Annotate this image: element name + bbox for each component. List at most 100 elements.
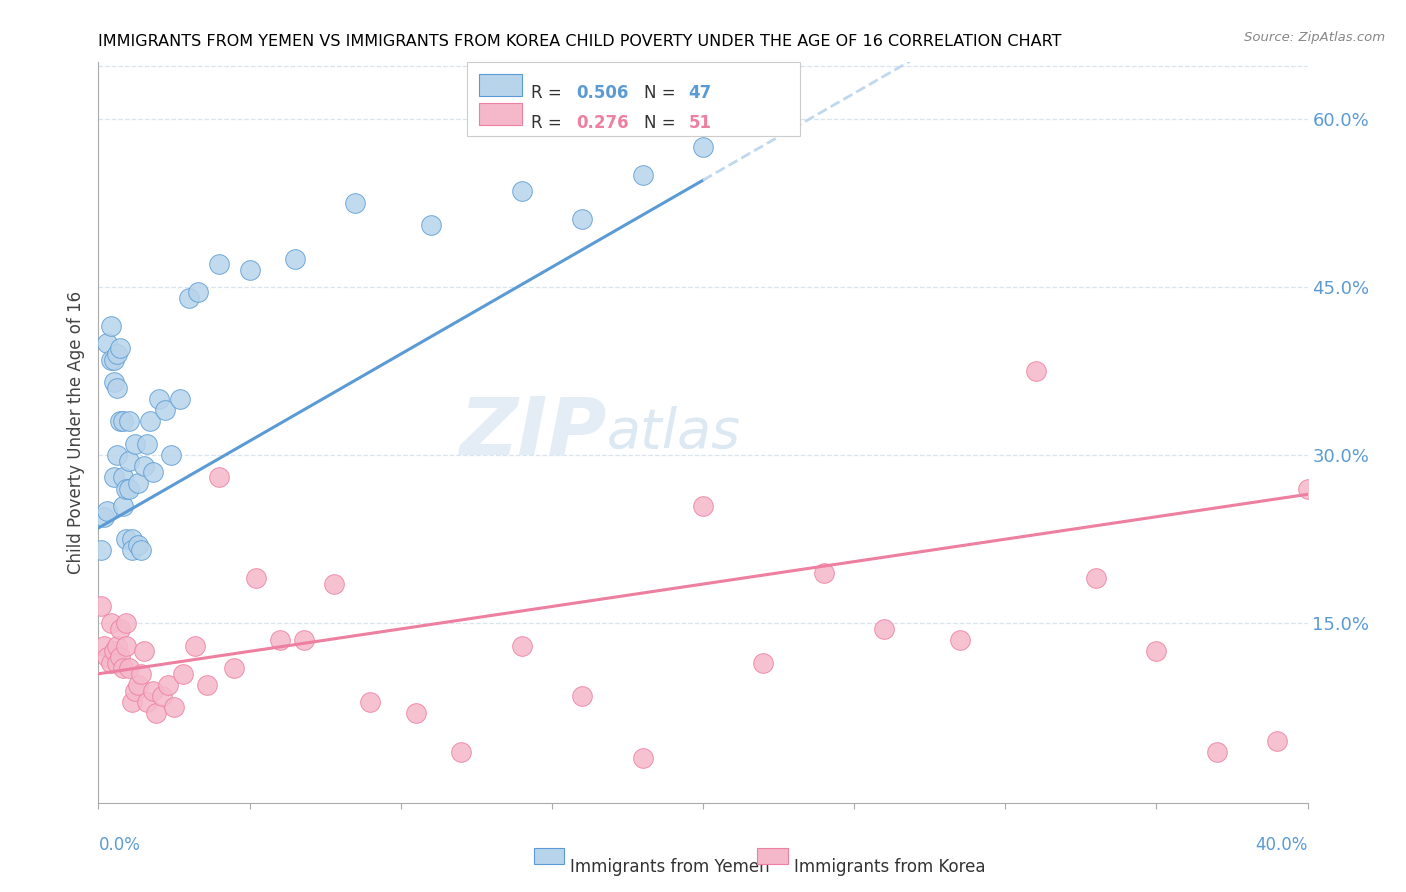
Point [105, 347, 128, 361]
Point [631, 168, 654, 182]
Text: 51: 51 [689, 113, 711, 131]
Point [163, 700, 186, 714]
Point [156, 678, 179, 692]
Text: 0.276: 0.276 [576, 113, 628, 131]
Text: N =: N = [644, 113, 681, 131]
Point [100, 319, 122, 334]
Point [103, 375, 125, 389]
Point [420, 218, 443, 232]
Point [114, 616, 136, 631]
Text: 0.0%: 0.0% [98, 836, 141, 855]
Point [208, 470, 231, 484]
Text: IMMIGRANTS FROM YEMEN VS IMMIGRANTS FROM KOREA CHILD POVERTY UNDER THE AGE OF 16: IMMIGRANTS FROM YEMEN VS IMMIGRANTS FROM… [98, 34, 1062, 49]
FancyBboxPatch shape [479, 103, 522, 126]
FancyBboxPatch shape [467, 62, 800, 136]
Point [121, 695, 143, 709]
Point [118, 661, 141, 675]
Point [510, 639, 533, 653]
Point [96, 335, 118, 350]
Point [344, 195, 367, 210]
Point [105, 656, 128, 670]
Point [208, 257, 231, 271]
Point [111, 499, 134, 513]
Point [111, 661, 134, 675]
FancyBboxPatch shape [479, 73, 522, 95]
Point [121, 543, 143, 558]
Point [631, 751, 654, 765]
Point [245, 571, 267, 585]
Point [153, 403, 176, 417]
Text: atlas: atlas [606, 406, 741, 459]
Point [132, 644, 155, 658]
Point [873, 622, 896, 636]
Point [111, 470, 134, 484]
Point [1085, 571, 1108, 585]
Text: 40.0%: 40.0% [1256, 836, 1308, 855]
Point [142, 683, 165, 698]
Point [1296, 482, 1319, 496]
Point [1144, 644, 1167, 658]
Point [135, 437, 157, 451]
Point [571, 690, 593, 704]
Point [114, 532, 136, 546]
Point [129, 543, 152, 558]
Point [172, 666, 194, 681]
Point [239, 263, 262, 277]
Text: N =: N = [644, 84, 681, 102]
Point [129, 666, 152, 681]
Point [284, 252, 307, 266]
Point [692, 499, 714, 513]
Point [510, 185, 533, 199]
Point [1024, 364, 1046, 378]
Point [96, 504, 118, 518]
Point [184, 639, 207, 653]
Point [224, 661, 246, 675]
Point [813, 566, 835, 580]
Point [269, 633, 291, 648]
Point [118, 453, 141, 467]
Point [100, 616, 122, 631]
Point [142, 465, 165, 479]
Point [103, 352, 125, 367]
Point [90, 543, 112, 558]
Point [103, 470, 125, 484]
Point [93, 509, 115, 524]
Point [105, 448, 128, 462]
Point [187, 285, 209, 300]
Text: R =: R = [531, 84, 567, 102]
Point [692, 139, 714, 153]
Point [135, 695, 157, 709]
Point [145, 706, 167, 720]
Point [127, 678, 149, 692]
Point [360, 695, 382, 709]
Point [127, 476, 149, 491]
Point [405, 706, 427, 720]
Point [105, 381, 128, 395]
Point [118, 482, 141, 496]
Point [450, 745, 472, 759]
Point [111, 414, 134, 428]
Text: R =: R = [531, 113, 567, 131]
Point [179, 291, 201, 305]
Text: Source: ZipAtlas.com: Source: ZipAtlas.com [1244, 31, 1385, 45]
Point [148, 392, 170, 406]
Point [108, 622, 131, 636]
Point [1206, 745, 1229, 759]
Point [949, 633, 972, 648]
Point [100, 656, 122, 670]
Point [105, 639, 128, 653]
Point [96, 650, 118, 665]
Point [114, 639, 136, 653]
Point [139, 414, 162, 428]
FancyBboxPatch shape [758, 848, 787, 864]
Point [124, 683, 146, 698]
Point [150, 690, 173, 704]
Point [108, 342, 131, 356]
Point [100, 352, 122, 367]
Point [571, 212, 593, 227]
Point [118, 414, 141, 428]
FancyBboxPatch shape [534, 848, 564, 864]
Point [90, 599, 112, 614]
Point [169, 392, 191, 406]
Text: Immigrants from Korea: Immigrants from Korea [793, 858, 986, 876]
